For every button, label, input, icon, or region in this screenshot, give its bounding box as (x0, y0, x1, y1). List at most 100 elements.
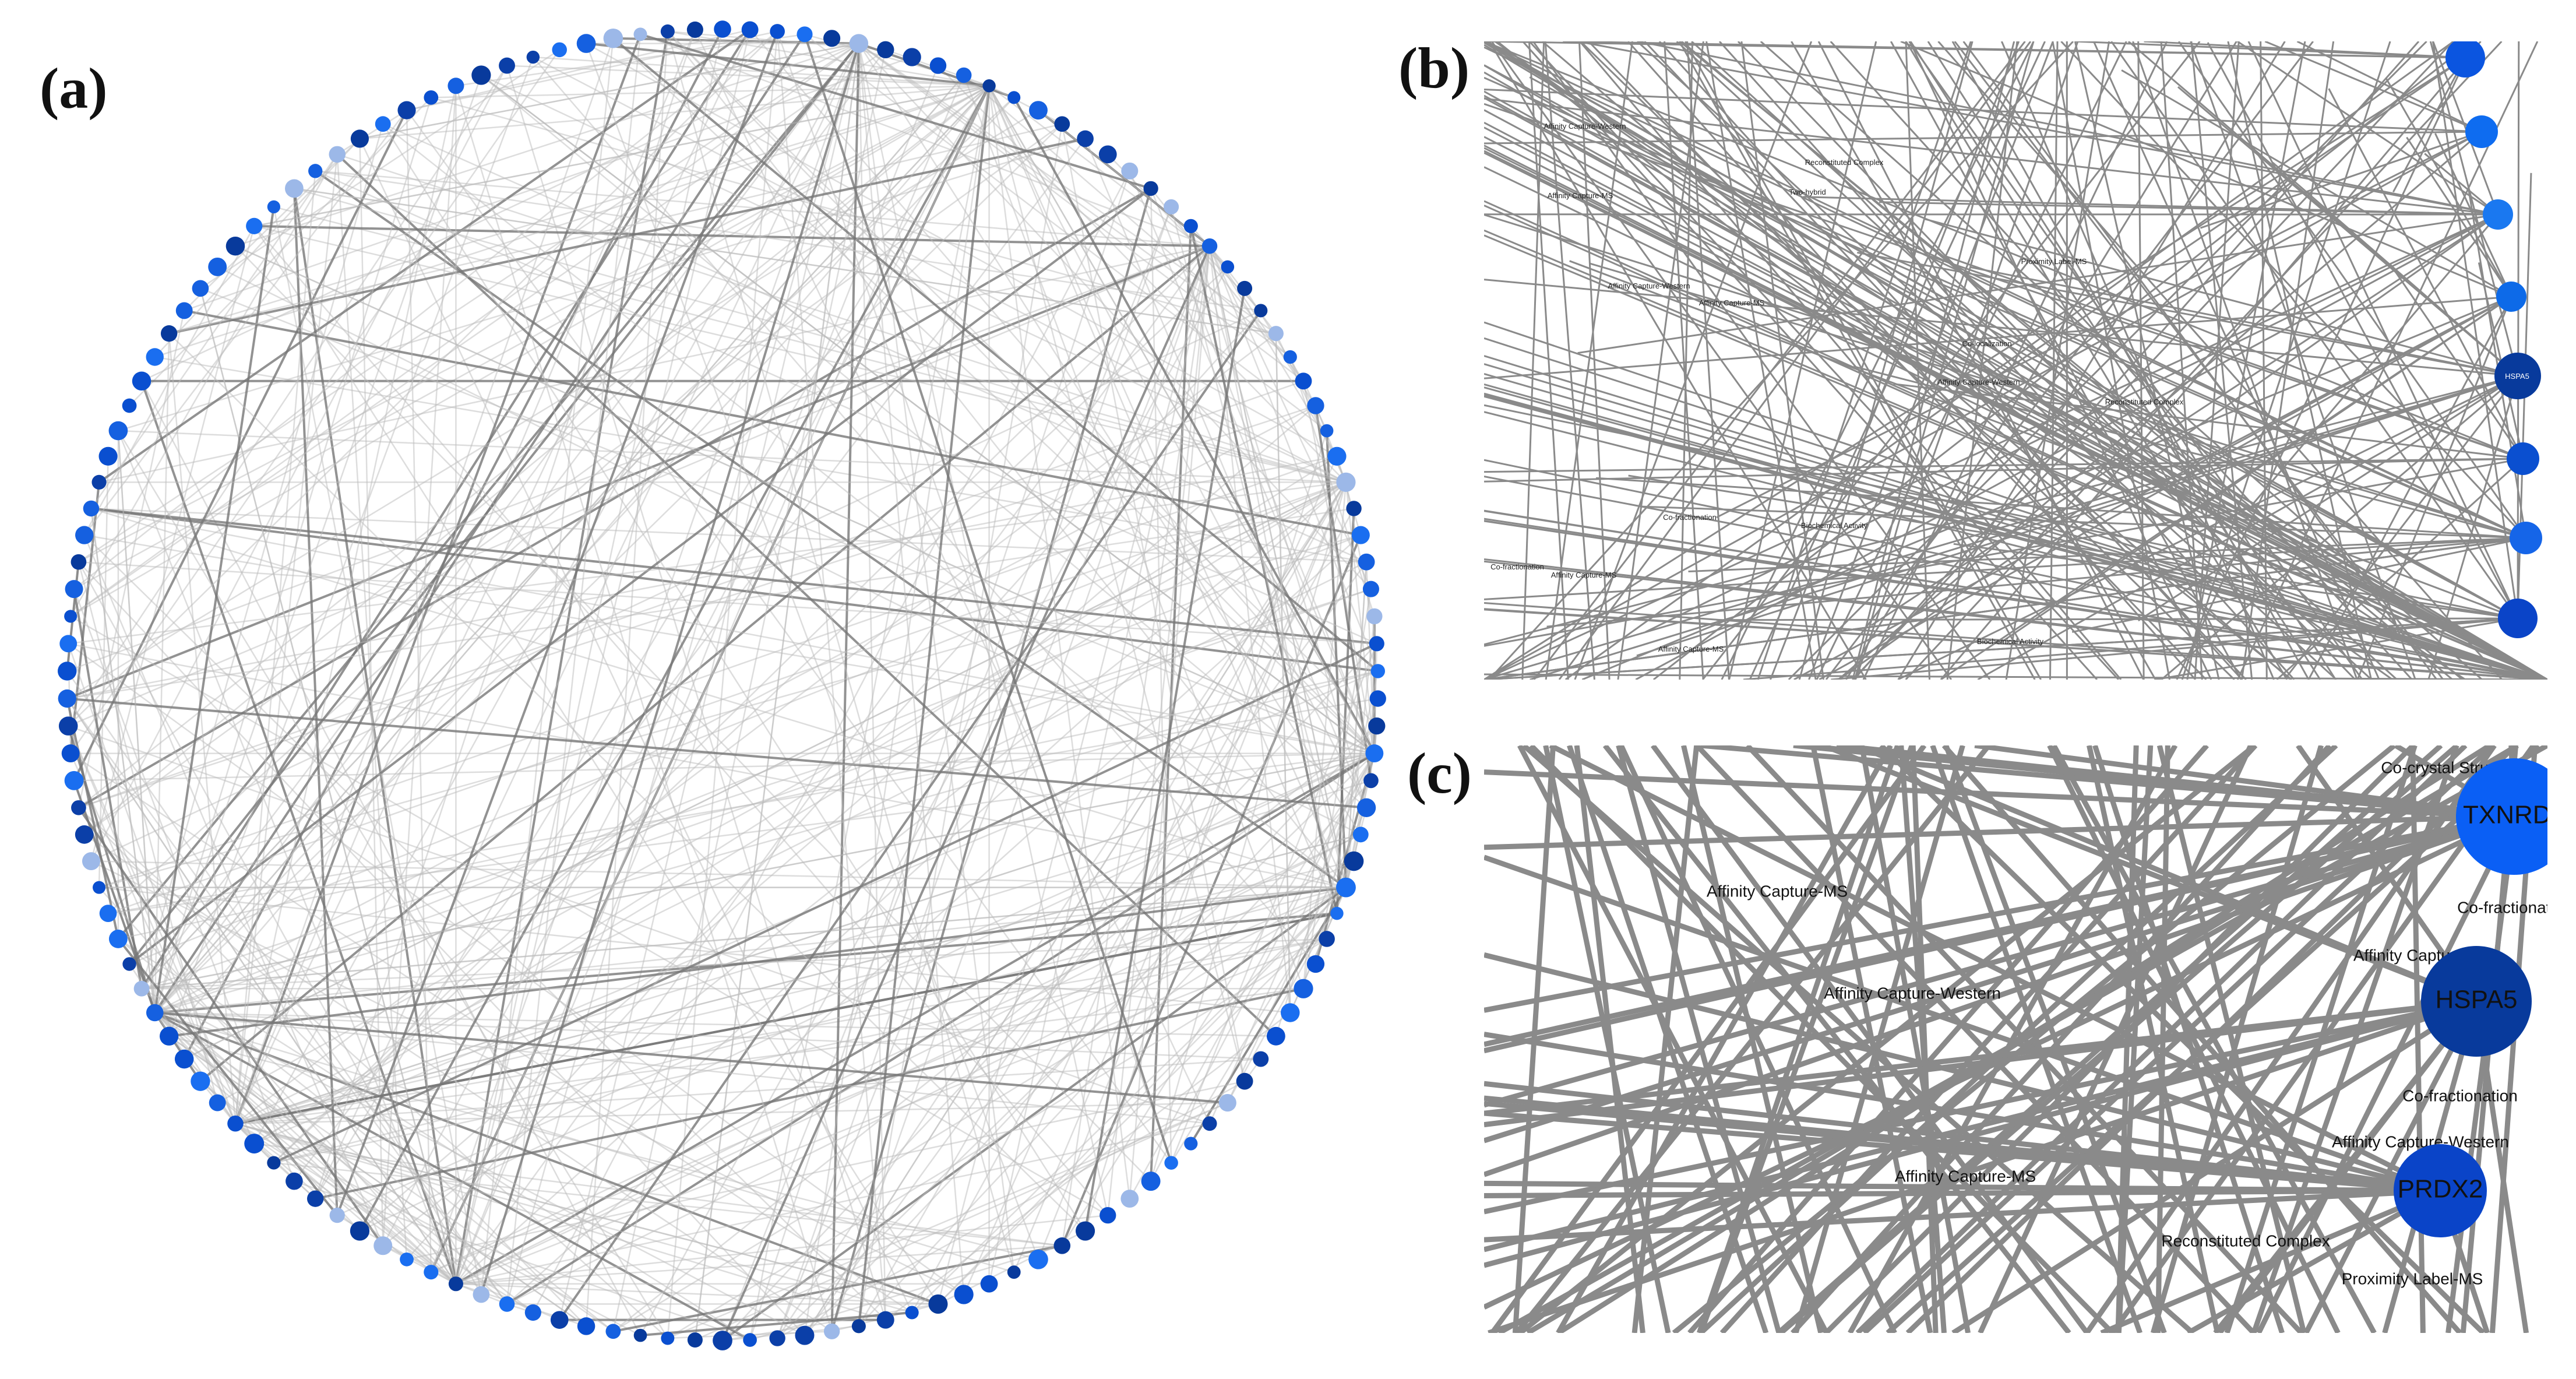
edge-label: Affinity Capture-Western (1608, 282, 1690, 290)
edge (885, 1012, 1291, 1321)
node (160, 325, 178, 342)
edge (776, 31, 887, 1320)
edge (141, 85, 990, 990)
node (714, 20, 731, 38)
edge (77, 561, 219, 1103)
edge (455, 833, 1361, 1285)
edge (1302, 381, 1376, 754)
edge (1484, 814, 2515, 1144)
edge (2236, 41, 2539, 680)
edge (2177, 86, 2518, 377)
edge-label: Affinity Capture-Western (1937, 378, 2020, 386)
edge (1484, 520, 2547, 680)
edge (1870, 213, 2499, 627)
node (93, 881, 106, 894)
edge (235, 1058, 1261, 1125)
edge (1793, 296, 2512, 680)
edge (1810, 745, 1933, 1333)
edge (98, 455, 1337, 888)
edge (1779, 745, 2459, 1333)
node (928, 1294, 948, 1314)
edge (911, 886, 1347, 1313)
edge (1687, 745, 2209, 1333)
node (1369, 636, 1384, 652)
edge (694, 29, 1211, 1124)
edge (988, 85, 1338, 914)
node (246, 217, 263, 234)
edge (776, 245, 1211, 1339)
edge (70, 49, 886, 617)
edge (118, 138, 1086, 432)
node (1121, 162, 1139, 180)
edge (667, 31, 1377, 727)
edge (273, 245, 1210, 1163)
edge (1061, 752, 1375, 1246)
edge (2286, 375, 2519, 678)
edge (1484, 673, 2547, 680)
edge (168, 57, 534, 1037)
edge (129, 481, 1347, 965)
edge (1484, 458, 2524, 483)
node (160, 1026, 179, 1046)
edge (1930, 745, 2142, 1333)
edge (68, 481, 1347, 645)
edge (217, 481, 1347, 1104)
edge (937, 245, 1211, 1304)
node (1327, 446, 1347, 466)
edge (858, 481, 1347, 1327)
edge (68, 643, 1347, 888)
edge (315, 170, 1377, 645)
edge (1484, 41, 2524, 460)
edge (1530, 375, 2518, 680)
edge (1484, 296, 2512, 379)
edge (382, 124, 1086, 1232)
edge (1484, 509, 2547, 680)
edge (1793, 745, 1965, 1333)
node (552, 42, 567, 58)
edge (315, 170, 1347, 889)
node (132, 371, 151, 391)
node (929, 57, 947, 74)
edge (141, 588, 1372, 990)
edge (70, 85, 990, 617)
edge (2049, 41, 2059, 680)
node (1358, 553, 1375, 571)
edge (612, 37, 1379, 672)
node (877, 41, 894, 59)
edge (1890, 41, 2242, 680)
node (350, 129, 369, 148)
edge (253, 481, 1347, 1145)
node (1366, 608, 1383, 625)
edge (988, 86, 1131, 1199)
edge (98, 29, 751, 483)
edge (315, 987, 1304, 1200)
edge (154, 123, 1063, 1014)
node (2510, 522, 2542, 554)
node (2394, 1144, 2487, 1237)
edge (1825, 41, 2314, 680)
edge (1757, 41, 1972, 680)
node (849, 34, 869, 53)
edge (2178, 41, 2527, 539)
edge (2389, 263, 2524, 459)
edge (78, 380, 1304, 808)
node (108, 930, 128, 948)
edge-label: Affinity Capture-MS (1895, 1167, 2036, 1185)
edge (1905, 745, 2518, 1333)
edge (2432, 41, 2499, 215)
node (1141, 1172, 1161, 1191)
edge (1484, 147, 2547, 680)
edge (858, 124, 1063, 1327)
edge (2190, 41, 2416, 680)
edge (406, 110, 432, 1272)
edge (1336, 456, 1362, 536)
node (770, 24, 785, 39)
edge (2092, 745, 2285, 1333)
edge (154, 356, 1367, 563)
node (605, 1324, 621, 1339)
edge (1484, 109, 2547, 680)
edge (1484, 64, 2518, 620)
node (1370, 664, 1385, 678)
edge (1645, 213, 2499, 633)
edge (141, 752, 1375, 990)
